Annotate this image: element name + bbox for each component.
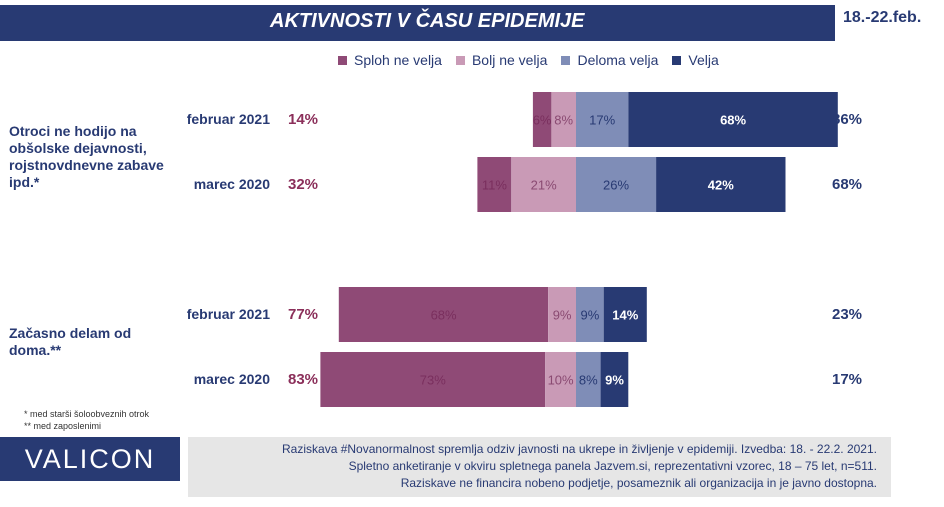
bar-value-label: 42% [708, 178, 734, 193]
row-label: februar 2021 [186, 306, 270, 322]
bar-value-label: 68% [431, 308, 457, 323]
negative-total: 14% [288, 111, 319, 128]
legend-item-sploh-ne-velja: Sploh ne velja [338, 52, 442, 68]
header-bar: AKTIVNOSTI V ČASU EPIDEMIJE [0, 5, 835, 41]
bar-segment-sploh-ne-velja [477, 157, 512, 212]
bar-value-label: 8% [554, 113, 573, 128]
header-date: 18.-22.feb. [843, 9, 922, 26]
page-title: AKTIVNOSTI V ČASU EPIDEMIJE [270, 10, 585, 32]
row-label: marec 2020 [193, 176, 270, 192]
bar-value-label: 9% [581, 308, 600, 323]
bar-segment-sploh-ne-velja [532, 92, 552, 147]
footnotes: * med starši šoloobveznih otrok ** med z… [24, 408, 149, 432]
positive-total: 17% [832, 371, 863, 388]
source-note: Raziskava #Novanormalnost spremlja odziv… [188, 437, 891, 497]
legend-item-velja: Velja [672, 52, 719, 68]
legend: Sploh ne velja Bolj ne velja Deloma velj… [338, 52, 733, 68]
legend-swatch [455, 55, 465, 65]
bar-segment-velja [603, 287, 647, 342]
legend-label: Bolj ne velja [471, 52, 548, 68]
valicon-logo: VALICON [0, 437, 180, 481]
bar-value-label: 10% [548, 373, 574, 388]
bar-segment-bolj-ne-velja [511, 157, 576, 212]
positive-total: 86% [832, 111, 863, 128]
legend-swatch [561, 55, 571, 65]
legend-swatch [672, 55, 682, 65]
bar-value-label: 73% [420, 373, 446, 388]
bar-segment-velja [628, 92, 838, 147]
bar-value-label: 26% [603, 178, 629, 193]
source-line: Spletno anketiranje v okviru spletnega p… [348, 459, 877, 473]
legend-item-deloma-velja: Deloma velja [561, 52, 658, 68]
group-label-delam-od-doma: Začasno delam od doma.** [9, 325, 132, 358]
positive-total: 23% [832, 306, 863, 323]
legend-label: Sploh ne velja [354, 52, 442, 68]
legend-label: Deloma velja [577, 52, 659, 68]
bar-segment-sploh-ne-velja [320, 352, 546, 407]
bar-segment-deloma-velja [576, 92, 629, 147]
bar-segment-deloma-velja [576, 352, 601, 407]
negative-total: 32% [288, 176, 319, 193]
group-label-otroci: Otroci ne hodijo na obšolske dejavnosti,… [9, 123, 164, 190]
bar-segment-bolj-ne-velja [551, 92, 576, 147]
bar-value-label: 21% [531, 178, 557, 193]
negative-total: 83% [288, 371, 319, 388]
bar-value-label: 8% [579, 373, 598, 388]
bar-segment-bolj-ne-velja [545, 352, 576, 407]
footnote: ** med zaposlenimi [24, 421, 102, 431]
row-label: marec 2020 [193, 371, 270, 387]
source-line: Raziskave ne financira nobeno podjetje, … [400, 476, 877, 490]
bar-segment-velja [656, 157, 786, 212]
source-line: Raziskava #Novanormalnost spremlja odziv… [282, 442, 877, 456]
positive-total: 68% [832, 176, 863, 193]
bar-value-label: 68% [720, 113, 746, 128]
bar-value-label: 17% [589, 113, 615, 128]
legend-swatch [338, 55, 347, 65]
bar-segment-deloma-velja [576, 287, 604, 342]
bar-value-label: 11% [482, 178, 507, 193]
bar-segment-bolj-ne-velja [548, 287, 576, 342]
logo-text: VALICON [24, 443, 156, 474]
negative-total: 77% [288, 306, 319, 323]
bar-value-label: 6% [533, 113, 552, 128]
bar-segment-sploh-ne-velja [338, 287, 549, 342]
bar-value-label: 9% [553, 308, 572, 323]
bar-value-label: 9% [605, 373, 624, 388]
bar-segment-velja [600, 352, 629, 407]
legend-label: Velja [688, 52, 719, 68]
row-label: februar 2021 [186, 111, 270, 127]
legend-item-bolj-ne-velja: Bolj ne velja [455, 52, 548, 68]
footnote: * med starši šoloobveznih otrok [24, 409, 150, 419]
bar-value-label: 14% [612, 308, 638, 323]
bar-segment-deloma-velja [576, 157, 657, 212]
